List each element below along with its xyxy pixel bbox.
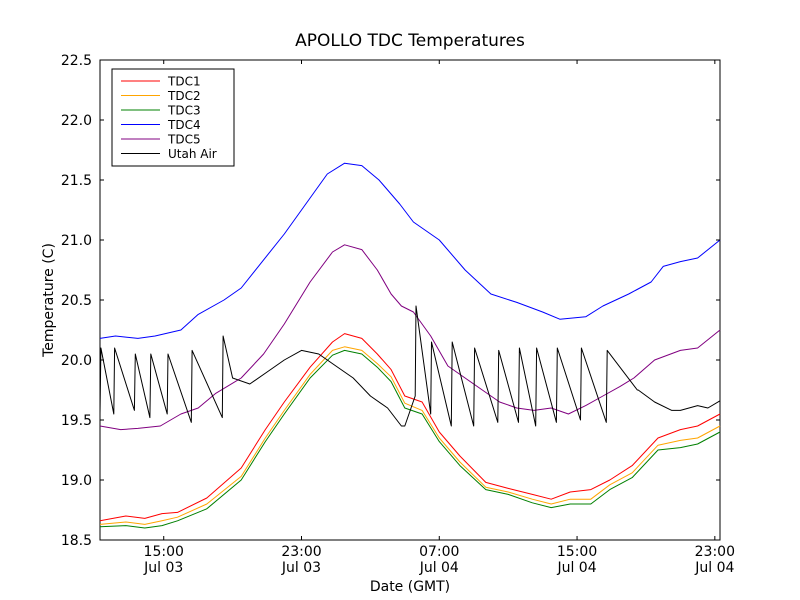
series-line-tdc4 <box>99 162 721 339</box>
y-tick-label: 20.5 <box>61 293 92 309</box>
ticks-layer: 18.5 19.0 19.5 20.0 20.5 21.0 21.5 22.0 22.5 15:0… <box>61 53 735 576</box>
legend-label: TDC4 <box>167 118 201 132</box>
series-line-utah-air <box>99 305 721 427</box>
x-tick-label: 23:00 <box>281 544 321 560</box>
y-tick-label: 22.0 <box>61 113 92 129</box>
chart-title: APOLLO TDC Temperatures <box>295 31 525 51</box>
x-tick-sublabel: Jul 04 <box>694 560 734 576</box>
legend-box <box>111 68 235 167</box>
legend-label: TDC5 <box>167 133 201 147</box>
x-tick-label: 07:00 <box>419 544 459 560</box>
series-line-tdc1 <box>99 333 721 522</box>
y-tick-label: 19.0 <box>61 473 92 489</box>
legend-label: TDC1 <box>167 75 201 89</box>
series-layer <box>99 162 721 529</box>
x-tick-sublabel: Jul 04 <box>556 560 596 576</box>
y-tick-label: 18.5 <box>61 533 92 549</box>
legend-label: Utah Air <box>168 147 217 161</box>
x-tick-sublabel: Jul 03 <box>281 560 321 576</box>
y-tick-label: 19.5 <box>61 413 92 429</box>
x-tick-sublabel: Jul 03 <box>143 560 183 576</box>
y-tick-label: 21.0 <box>61 233 92 249</box>
series-line-tdc2 <box>99 346 721 525</box>
x-tick-label: 23:00 <box>695 544 735 560</box>
y-tick-label: 20.0 <box>61 353 92 369</box>
x-tick-sublabel: Jul 04 <box>419 560 459 576</box>
y-tick-label: 21.5 <box>61 173 92 189</box>
x-axis-label: Date (GMT) <box>370 579 450 595</box>
legend-label: TDC3 <box>167 104 201 118</box>
series-line-tdc3 <box>99 349 721 529</box>
x-tick-label: 15:00 <box>557 544 597 560</box>
x-tick-label: 15:00 <box>144 544 184 560</box>
series-line-tdc5 <box>99 244 721 431</box>
y-tick-label: 22.5 <box>61 53 92 69</box>
legend-label: TDC2 <box>167 89 201 103</box>
y-axis-label: Temperature (C) <box>41 243 57 358</box>
